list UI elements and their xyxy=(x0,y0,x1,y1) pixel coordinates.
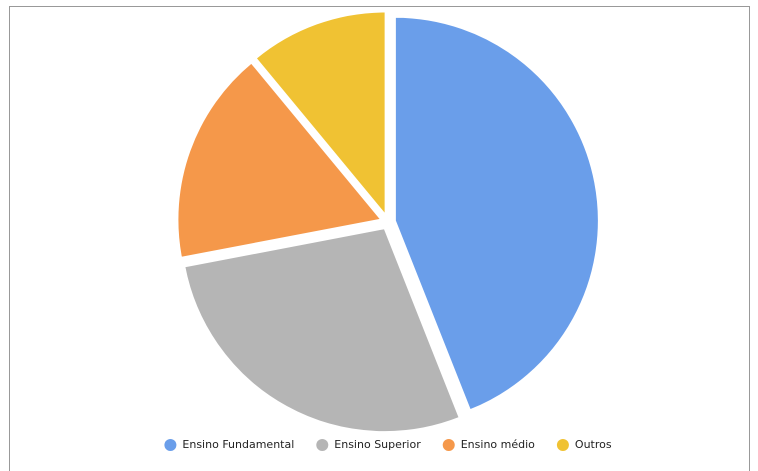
pie-slice xyxy=(254,10,387,219)
pie-slice xyxy=(393,15,600,412)
pie-slice xyxy=(176,61,384,260)
legend-marker xyxy=(164,439,177,451)
legend-marker xyxy=(556,439,569,451)
legend-marker xyxy=(316,439,329,451)
legend-label: Ensino Fundamental xyxy=(182,438,294,451)
legend-label: Outros xyxy=(575,438,612,451)
legend-label: Ensino Superior xyxy=(334,438,421,451)
pie-slice xyxy=(183,226,462,434)
legend-label: Ensino médio xyxy=(461,438,535,451)
legend-marker xyxy=(442,439,455,451)
